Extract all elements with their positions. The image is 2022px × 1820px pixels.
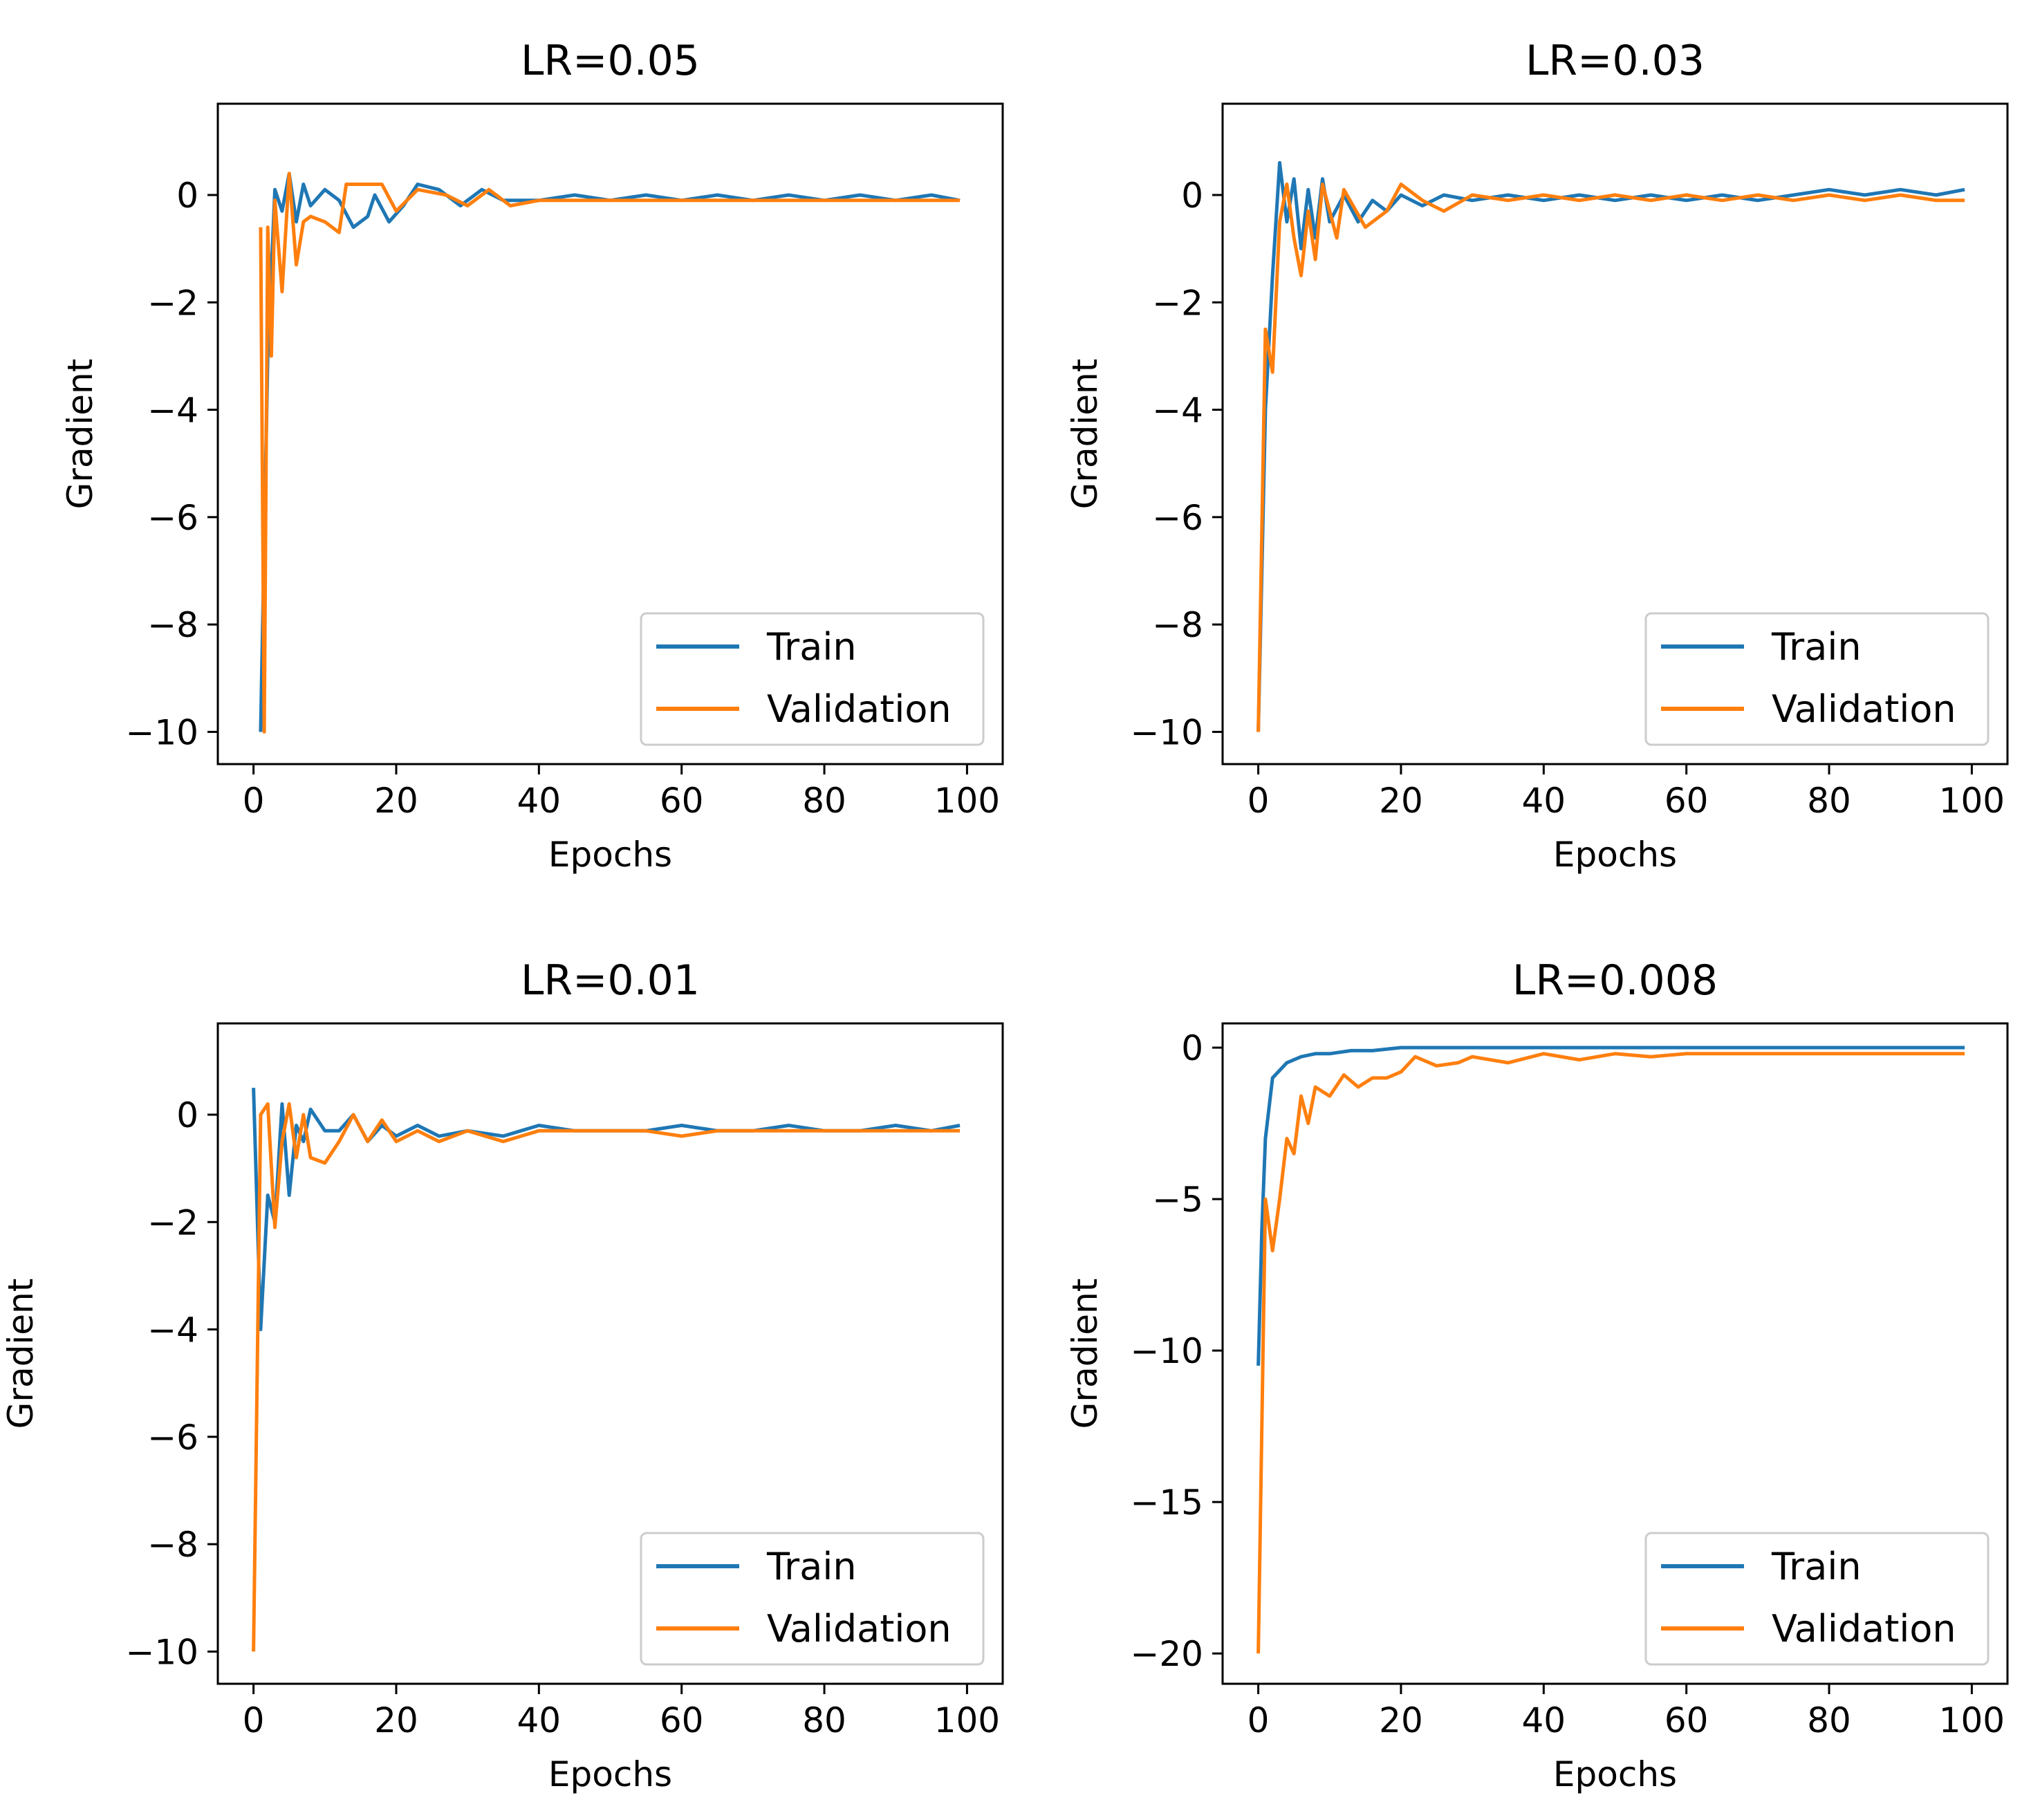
x-tick-label: 40 — [1522, 1700, 1566, 1740]
y-tick-label: −10 — [1130, 712, 1203, 752]
series-line-validation — [259, 171, 961, 734]
legend-label-train: Train — [766, 1545, 857, 1588]
y-tick-label: 0 — [176, 1095, 198, 1135]
y-tick-label: −8 — [147, 1525, 198, 1565]
x-tick-label: 60 — [660, 781, 704, 821]
y-tick-label: 0 — [1181, 176, 1203, 216]
y-tick-label: −2 — [147, 283, 198, 323]
axes-frame — [216, 1022, 1004, 1685]
y-tick-label: −8 — [1152, 605, 1203, 645]
y-axis-label: Gradient — [1065, 359, 1105, 510]
x-axis-label: Epochs — [548, 835, 672, 875]
y-tick-label: −6 — [147, 1418, 198, 1458]
x-tick-label: 60 — [660, 1700, 704, 1740]
x-tick-label: 0 — [243, 1700, 265, 1740]
x-tick-label: 80 — [802, 1700, 846, 1740]
axes-frame — [1221, 102, 2009, 765]
y-tick-label: −10 — [1130, 1331, 1203, 1371]
legend-label-validation: Validation — [1772, 687, 1956, 731]
subplot-lr-0-05: LR=0.05 0 20 40 60 80 100 0 −2 −4 −6 −8 −10 Epochs Gra… — [60, 37, 1004, 875]
x-tick-label: 60 — [1664, 781, 1709, 821]
legend-label-validation: Validation — [767, 1607, 952, 1651]
chart-title: LR=0.05 — [521, 37, 700, 85]
axes-frame — [1221, 1022, 2009, 1685]
y-tick-label: −10 — [125, 1632, 198, 1672]
x-tick-label: 20 — [1379, 1700, 1423, 1740]
y-tick-label: −2 — [147, 1202, 198, 1243]
legend: Train Validation — [640, 1532, 985, 1666]
x-tick-label: 60 — [1664, 1700, 1709, 1740]
y-tick-label: 0 — [176, 176, 198, 216]
x-tick-label: 20 — [374, 1700, 418, 1740]
legend-label-train: Train — [1771, 625, 1862, 669]
y-tick-label: −4 — [147, 1310, 198, 1350]
series-line-train — [1256, 1046, 1965, 1366]
legend: Train Validation — [1644, 612, 1989, 746]
y-tick-label: −15 — [1130, 1483, 1203, 1523]
axes-frame — [216, 102, 1004, 765]
chart-title: LR=0.008 — [1512, 956, 1718, 1005]
series-line-validation — [252, 1102, 961, 1652]
y-tick-label: −4 — [1152, 391, 1203, 431]
chart-title: LR=0.01 — [521, 956, 700, 1005]
x-tick-label: 100 — [1939, 1700, 2005, 1740]
x-tick-label: 80 — [1807, 1700, 1851, 1740]
series-line-train — [1256, 160, 1965, 732]
x-tick-label: 0 — [243, 781, 265, 821]
y-tick-label: −4 — [147, 391, 198, 431]
series-line-validation — [1256, 1052, 1965, 1654]
series-line-validation — [1256, 183, 1965, 732]
legend-label-validation: Validation — [767, 687, 952, 731]
x-axis-label: Epochs — [548, 1754, 672, 1794]
x-axis-label: Epochs — [1553, 835, 1677, 875]
x-tick-label: 40 — [517, 1700, 562, 1740]
y-tick-label: −20 — [1130, 1634, 1203, 1674]
legend: Train Validation — [1644, 1532, 1989, 1666]
x-tick-label: 100 — [934, 1700, 1000, 1740]
x-tick-label: 80 — [1807, 781, 1851, 821]
y-tick-label: −6 — [147, 498, 198, 538]
y-tick-label: −8 — [147, 605, 198, 645]
x-tick-label: 100 — [1939, 781, 2005, 821]
legend-label-train: Train — [1771, 1545, 1862, 1588]
series-line-train — [252, 1088, 961, 1332]
x-axis-label: Epochs — [1553, 1754, 1677, 1794]
y-axis-label: Gradient — [1, 1279, 41, 1429]
legend: Train Validation — [640, 612, 985, 746]
x-tick-label: 20 — [374, 781, 418, 821]
y-tick-label: −2 — [1152, 283, 1203, 323]
subplot-lr-0-01: LR=0.01 0 20 40 60 80 100 0 −2 −4 −6 −8 −10 Epochs Gra… — [1, 956, 1004, 1794]
x-tick-label: 0 — [1247, 781, 1270, 821]
legend-label-train: Train — [766, 625, 857, 669]
y-tick-label: −5 — [1152, 1180, 1203, 1220]
chart-title: LR=0.03 — [1525, 37, 1705, 85]
subplot-lr-0-03: LR=0.03 0 20 40 60 80 100 0 −2 −4 −6 −8 −10 Epochs Gra… — [1065, 37, 2009, 875]
subplot-lr-0-008: LR=0.008 0 20 40 60 80 100 0 −5 −10 −15 −20 Epochs Gr… — [1065, 956, 2009, 1794]
y-tick-label: −10 — [125, 712, 198, 752]
x-tick-label: 80 — [802, 781, 846, 821]
x-tick-label: 0 — [1247, 1700, 1270, 1740]
x-tick-label: 20 — [1379, 781, 1423, 821]
y-tick-label: 0 — [1181, 1028, 1203, 1068]
y-axis-label: Gradient — [60, 359, 100, 510]
x-tick-label: 40 — [517, 781, 562, 821]
y-tick-label: −6 — [1152, 498, 1203, 538]
x-tick-label: 40 — [1522, 781, 1566, 821]
series-line-train — [259, 171, 961, 732]
x-tick-label: 100 — [934, 781, 1000, 821]
legend-label-validation: Validation — [1772, 1607, 1956, 1651]
y-axis-label: Gradient — [1065, 1279, 1105, 1429]
